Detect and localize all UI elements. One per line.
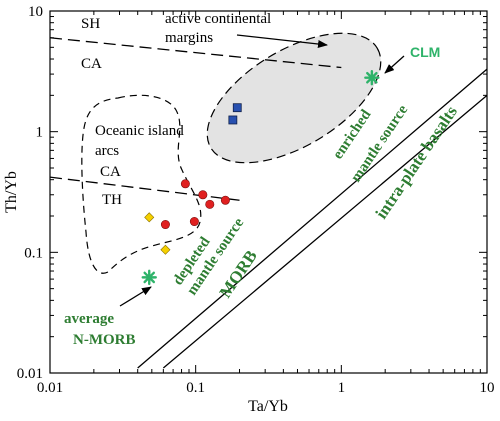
y-tick-label: 10 <box>28 4 43 20</box>
data-point-diamond <box>144 212 155 223</box>
data-point-circle <box>160 220 170 230</box>
mantle-array-line-1 <box>162 94 488 369</box>
data-point-asterisk <box>364 70 380 86</box>
ca-upper-label: CA <box>81 56 102 72</box>
th-label: TH <box>102 192 122 208</box>
data-point-circle <box>189 217 199 227</box>
x-tick-label: 0.01 <box>37 380 63 396</box>
acm-label-line1: active continental <box>165 11 271 27</box>
dashed-boundary-line-3 <box>49 37 342 69</box>
y-tick-label: 1 <box>36 125 44 141</box>
data-point-circle <box>180 179 190 189</box>
dashed-boundary-line-4 <box>49 176 240 201</box>
data-point-circle <box>198 190 208 200</box>
oceanic-island-arcs-field <box>81 94 202 274</box>
clm-arrow <box>384 55 405 74</box>
y-tick-label: 0.1 <box>24 245 43 261</box>
axis-ticks: 0.01 0.1 1 10 0.01 0.1 1 10 <box>17 4 495 396</box>
data-point-square <box>228 115 238 125</box>
y-axis-title: Th/Yb <box>3 171 20 213</box>
plot-frame <box>49 10 488 374</box>
x-tick-label: 0.1 <box>186 380 205 396</box>
oia-label-line2: arcs <box>95 143 119 159</box>
x-tick-label: 10 <box>480 380 495 396</box>
x-tick-label: 1 <box>338 380 346 396</box>
data-point-circle <box>205 199 215 209</box>
average-label: average <box>64 311 114 327</box>
x-axis-title: Ta/Yb <box>248 398 288 415</box>
mantle-array-line-2 <box>137 68 488 369</box>
data-point-diamond <box>160 244 171 255</box>
data-point-circle <box>220 195 230 205</box>
data-points <box>141 70 380 286</box>
n-morb-label: N-MORB <box>73 332 136 348</box>
oia-label-line1: Oceanic island <box>95 123 184 139</box>
active-continental-margins-field <box>206 32 382 164</box>
n-morb-arrow <box>119 286 152 307</box>
sh-label: SH <box>81 16 100 32</box>
data-point-asterisk <box>141 269 157 286</box>
acm-arrow <box>236 34 328 48</box>
y-tick-label: 0.01 <box>17 366 43 382</box>
reference-lines <box>49 37 488 369</box>
ca-lower-label: CA <box>100 164 121 180</box>
clm-label: CLM <box>410 44 440 60</box>
data-point-square <box>232 103 242 113</box>
acm-label-line2: margins <box>165 30 213 46</box>
